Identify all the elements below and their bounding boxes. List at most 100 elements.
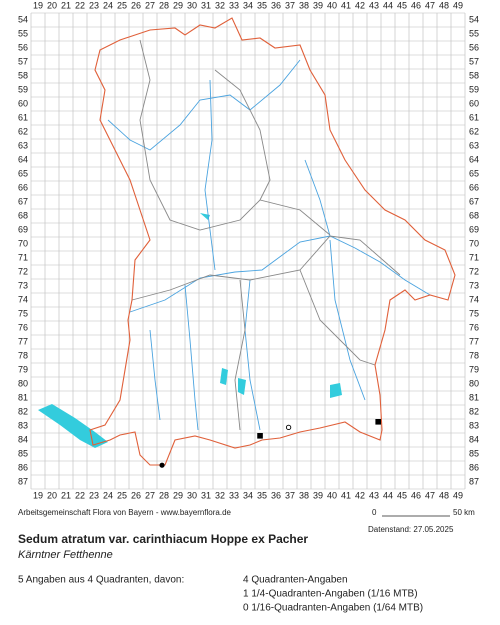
row-label: 58 (18, 70, 28, 80)
row-label: 83 (18, 420, 28, 430)
column-label: 21 (61, 0, 71, 10)
occurrence-dot (159, 462, 165, 468)
column-label: 19 (33, 0, 43, 10)
row-label: 87 (18, 476, 28, 486)
river (244, 279, 261, 431)
row-label: 54 (18, 14, 28, 24)
row-label: 72 (469, 266, 479, 276)
row-label: 61 (469, 112, 479, 122)
title: Sedum atratum var. carinthiacum Hoppe ex… (18, 532, 308, 546)
axis-labels: 19 19 20 20 21 21 22 22 23 23 24 24 25 25 26 26 27 27 28 28… (18, 0, 479, 500)
district-border (131, 235, 401, 301)
column-label: 21 (61, 490, 71, 500)
row-label: 67 (469, 196, 479, 206)
row-label: 77 (18, 336, 28, 346)
row-label: 83 (469, 420, 479, 430)
column-label: 39 (313, 0, 323, 10)
row-label: 58 (469, 70, 479, 80)
column-label: 23 (89, 0, 99, 10)
row-label: 57 (469, 56, 479, 66)
column-label: 20 (47, 490, 57, 500)
occurrence-open (285, 424, 292, 431)
column-label: 25 (117, 490, 127, 500)
row-label: 79 (18, 364, 28, 374)
row-label: 68 (469, 210, 479, 220)
column-label: 47 (425, 490, 435, 500)
column-label: 30 (187, 0, 197, 10)
column-label: 43 (369, 0, 379, 10)
row-label: 64 (18, 154, 28, 164)
row-label: 82 (469, 406, 479, 416)
districts (131, 39, 401, 431)
row-label: 87 (469, 476, 479, 486)
row-label: 59 (469, 84, 479, 94)
row-label: 84 (469, 434, 479, 444)
column-label: 34 (243, 0, 253, 10)
row-label: 61 (18, 112, 28, 122)
column-label: 37 (285, 0, 295, 10)
column-label: 36 (271, 0, 281, 10)
row-label: 66 (469, 182, 479, 192)
column-label: 43 (369, 490, 379, 500)
river (184, 284, 199, 431)
occurrence-square (257, 433, 263, 439)
row-label: 84 (18, 434, 28, 444)
row-label: 60 (18, 98, 28, 108)
occurrence-square (375, 419, 381, 425)
river (129, 235, 431, 313)
row-label: 59 (18, 84, 28, 94)
column-label: 22 (75, 490, 85, 500)
count: 1 1/4-Quadranten-Angaben (1/16 MTB) (243, 589, 418, 600)
row-label: 85 (469, 448, 479, 458)
row-label: 64 (469, 154, 479, 164)
column-label: 23 (89, 490, 99, 500)
column-label: 30 (187, 490, 197, 500)
column-label: 24 (103, 0, 113, 10)
column-label: 49 (453, 0, 463, 10)
column-label: 42 (355, 0, 365, 10)
row-label: 77 (469, 336, 479, 346)
row-label: 86 (469, 462, 479, 472)
column-label: 28 (159, 490, 169, 500)
column-label: 46 (411, 0, 421, 10)
row-label: 74 (469, 294, 479, 304)
row-label: 75 (18, 308, 28, 318)
row-label: 55 (18, 28, 28, 38)
row-label: 62 (469, 126, 479, 136)
row-label: 60 (469, 98, 479, 108)
river (329, 239, 366, 401)
row-label: 67 (18, 196, 28, 206)
row-label: 75 (469, 308, 479, 318)
row-label: 80 (469, 378, 479, 388)
column-label: 49 (453, 490, 463, 500)
column-label: 22 (75, 0, 85, 10)
column-label: 32 (215, 490, 225, 500)
column-label: 35 (257, 0, 267, 10)
row-label: 81 (18, 392, 28, 402)
credit: Arbeitsgemeinschaft Flora von Bayern - w… (18, 508, 232, 517)
river (107, 59, 301, 151)
rivers (107, 59, 431, 431)
column-label: 26 (131, 490, 141, 500)
column-label: 33 (229, 0, 239, 10)
row-label: 76 (469, 322, 479, 332)
row-label: 70 (469, 238, 479, 248)
subtitle: Kärntner Fetthenne (18, 549, 113, 561)
column-label: 37 (285, 490, 295, 500)
column-label: 39 (313, 490, 323, 500)
lake (38, 404, 108, 448)
column-label: 24 (103, 490, 113, 500)
row-label: 72 (18, 266, 28, 276)
row-label: 78 (469, 350, 479, 360)
row-label: 57 (18, 56, 28, 66)
column-label: 41 (341, 0, 351, 10)
scale-end: 50 km (453, 508, 475, 517)
river (149, 329, 161, 421)
scale-start: 0 (372, 508, 377, 517)
district-border (299, 269, 376, 366)
column-label: 46 (411, 490, 421, 500)
count: 4 Quadranten-Angaben (243, 575, 348, 586)
column-label: 41 (341, 490, 351, 500)
column-label: 34 (243, 490, 253, 500)
column-label: 35 (257, 490, 267, 500)
